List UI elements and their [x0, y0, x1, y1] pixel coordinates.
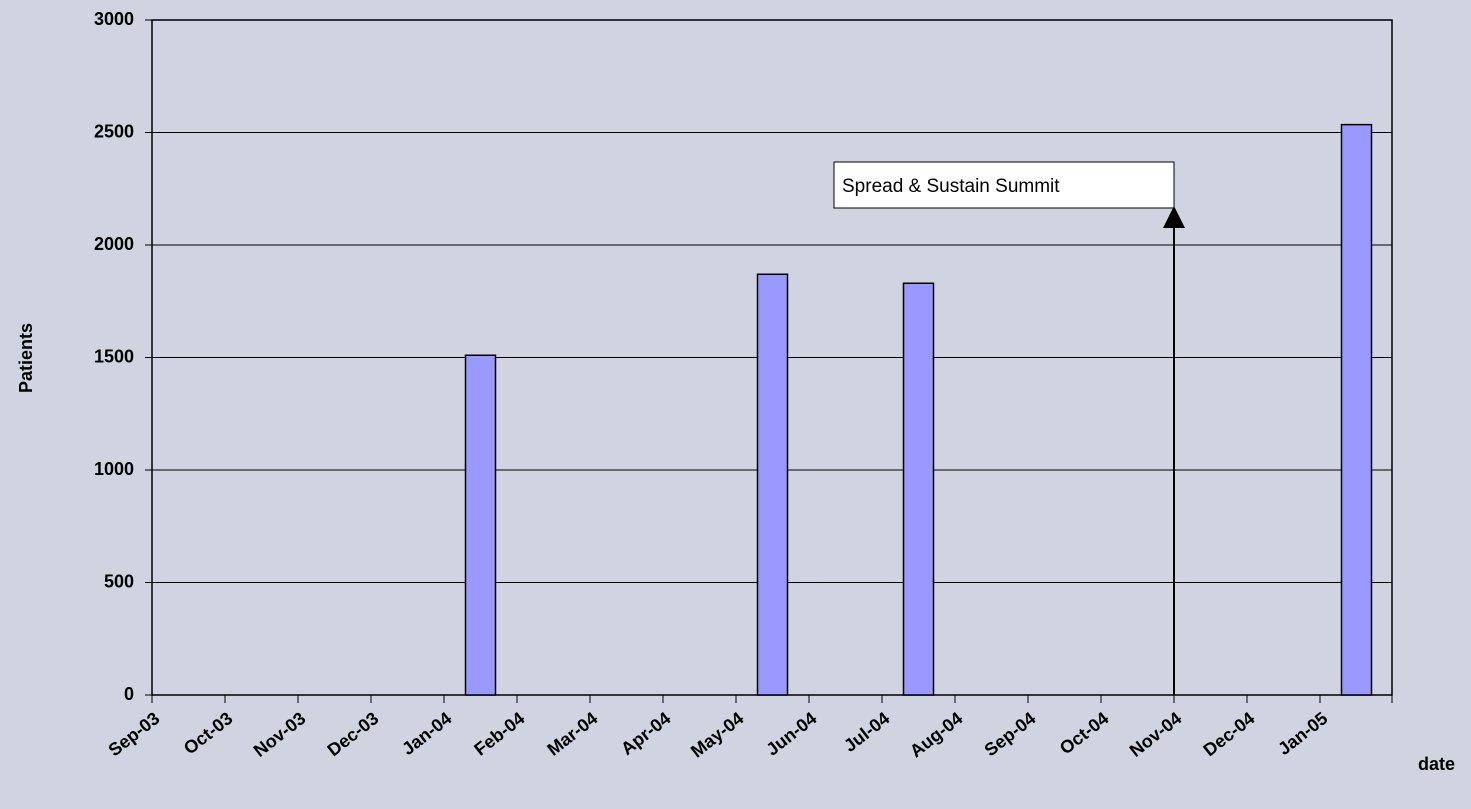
- x-tick-label: Oct-03: [180, 708, 236, 758]
- x-tick-label: Oct-04: [1056, 708, 1112, 758]
- x-axis-title: date: [1418, 754, 1455, 774]
- y-tick-label: 1500: [94, 346, 134, 366]
- bar: [756, 273, 789, 696]
- bar: [902, 282, 935, 696]
- x-tick-label: Jan-05: [1274, 708, 1331, 759]
- arrow-head: [1163, 206, 1185, 228]
- y-tick-label: 2500: [94, 121, 134, 141]
- bar: [464, 354, 497, 696]
- x-tick-label: Sep-04: [981, 708, 1040, 760]
- y-tick-label: 1000: [94, 459, 134, 479]
- x-tick-label: Jan-04: [398, 708, 455, 759]
- x-tick-label: Dec-03: [324, 708, 383, 760]
- y-tick-label: 500: [104, 571, 134, 591]
- x-tick-label: Aug-04: [906, 708, 966, 761]
- y-tick-label: 0: [124, 684, 134, 704]
- x-tick-label: Jul-04: [840, 708, 893, 756]
- y-tick-label: 2000: [94, 234, 134, 254]
- bar: [1340, 123, 1373, 696]
- x-tick-label: Dec-04: [1200, 708, 1259, 760]
- x-tick-label: Apr-04: [617, 708, 674, 759]
- x-tick-label: Mar-04: [543, 708, 601, 759]
- x-tick-label: Sep-03: [105, 708, 164, 760]
- x-tick-label: Nov-04: [1126, 708, 1186, 761]
- y-axis-title: Patients: [16, 323, 36, 393]
- x-tick-label: May-04: [687, 708, 747, 761]
- x-tick-label: Jun-04: [762, 708, 820, 759]
- x-tick-label: Feb-04: [470, 708, 528, 759]
- x-tick-label: Nov-03: [250, 708, 310, 761]
- annotation-box: [833, 161, 1175, 209]
- annotation: Spread & Sustain Summit: [842, 176, 1060, 197]
- y-tick-label: 3000: [94, 9, 134, 29]
